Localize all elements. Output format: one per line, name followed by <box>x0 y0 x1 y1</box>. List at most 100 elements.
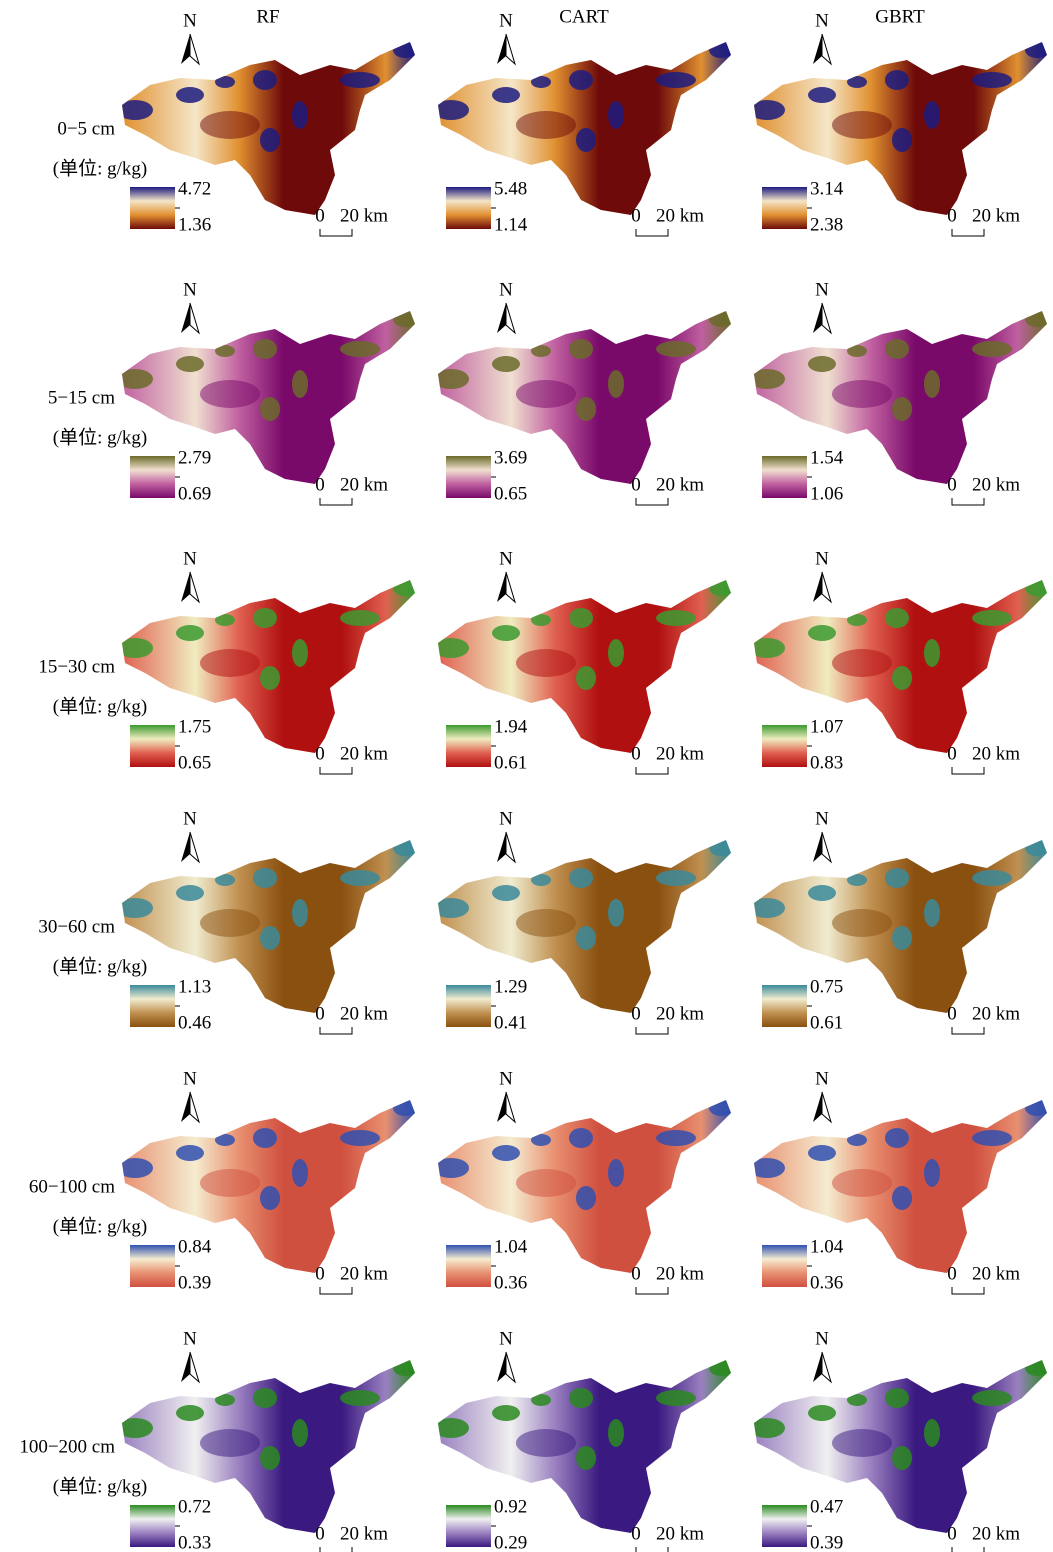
map-patch <box>892 397 912 421</box>
map-patch <box>340 870 380 886</box>
north-arrow <box>497 832 506 862</box>
scale-end: 20 km <box>656 1523 704 1544</box>
map-patch <box>292 370 308 398</box>
north-arrow <box>822 832 831 862</box>
scale-start: 0 <box>631 474 641 495</box>
map-patch <box>847 76 867 88</box>
legend-max: 0.47 <box>810 1496 843 1517</box>
legend-max: 0.84 <box>178 1236 212 1257</box>
legend-max: 1.13 <box>178 976 211 997</box>
north-arrow <box>181 832 190 862</box>
map-patch <box>117 1158 153 1178</box>
scale-end: 20 km <box>656 743 704 764</box>
legend-max: 1.54 <box>810 447 844 468</box>
scale-bar <box>952 229 984 236</box>
unit-label: (单位: g/kg) <box>53 1215 147 1237</box>
map-patch <box>972 870 1012 886</box>
map-patch <box>200 649 260 677</box>
north-arrow <box>822 34 831 64</box>
scale-bar <box>952 1027 984 1034</box>
map-patch <box>569 868 593 888</box>
scale-bar <box>952 498 984 505</box>
north-arrow <box>813 34 822 64</box>
map-patch <box>972 1130 1012 1146</box>
north-arrow <box>822 1352 831 1382</box>
scale-bar <box>636 229 668 236</box>
scale-end: 20 km <box>972 1523 1020 1544</box>
map-patch <box>749 638 785 658</box>
map-patch <box>260 666 280 690</box>
map-patch <box>516 111 576 139</box>
map-patch <box>292 899 308 927</box>
map-patch <box>340 1390 380 1406</box>
column-header: RF <box>256 6 279 27</box>
scale-start: 0 <box>947 205 957 226</box>
map-patch <box>117 369 153 389</box>
legend-max: 5.48 <box>494 178 527 199</box>
map-patch <box>847 874 867 886</box>
legend-ramp <box>762 456 807 498</box>
scale-bar <box>952 767 984 774</box>
legend-max: 2.79 <box>178 447 211 468</box>
map-patch <box>253 1388 277 1408</box>
map-patch <box>656 870 696 886</box>
legend-ramp <box>762 1505 807 1547</box>
map-patch <box>117 100 153 120</box>
north-arrow <box>497 1352 506 1382</box>
legend-ramp <box>130 187 175 229</box>
map-patch <box>847 345 867 357</box>
depth-label: 5−15 cm <box>48 387 115 408</box>
map-patch <box>492 356 520 372</box>
map-patch <box>215 614 235 626</box>
legend-min: 0.83 <box>810 752 843 773</box>
legend-max: 1.75 <box>178 716 211 737</box>
scale-start: 0 <box>315 474 325 495</box>
scale-end: 20 km <box>972 743 1020 764</box>
scale-start: 0 <box>631 205 641 226</box>
map-patch <box>176 885 204 901</box>
map-patch <box>393 1360 417 1376</box>
map-patch <box>215 76 235 88</box>
map-patch <box>176 1405 204 1421</box>
scale-start: 0 <box>315 743 325 764</box>
legend-min: 0.69 <box>178 483 211 504</box>
legend-ramp <box>446 725 491 767</box>
scale-start: 0 <box>315 1003 325 1024</box>
north-arrow <box>190 303 199 333</box>
map-patch <box>1025 1360 1049 1376</box>
north-arrow <box>181 303 190 333</box>
map-patch <box>576 1446 596 1470</box>
legend-ramp <box>762 725 807 767</box>
north-arrow <box>822 303 831 333</box>
north-label: N <box>183 1068 197 1089</box>
north-label: N <box>183 10 197 31</box>
scale-bar <box>952 1287 984 1294</box>
north-arrow <box>813 1352 822 1382</box>
scale-end: 20 km <box>340 1003 388 1024</box>
map-patch <box>340 1130 380 1146</box>
unit-label: (单位: g/kg) <box>53 695 147 717</box>
map-patch <box>176 356 204 372</box>
scale-end: 20 km <box>656 474 704 495</box>
north-arrow <box>497 34 506 64</box>
north-label: N <box>499 1328 513 1349</box>
map-patch <box>832 380 892 408</box>
map-patch <box>924 370 940 398</box>
north-arrow <box>813 1092 822 1122</box>
map-patch <box>253 339 277 359</box>
map-patch <box>924 1419 940 1447</box>
scale-end: 20 km <box>340 1263 388 1284</box>
scale-start: 0 <box>947 1003 957 1024</box>
map-patch <box>1025 311 1049 327</box>
map-patch <box>531 1394 551 1406</box>
unit-label: (单位: g/kg) <box>53 955 147 977</box>
map-patch <box>656 610 696 626</box>
map-patch <box>492 1405 520 1421</box>
depth-label: 30−60 cm <box>38 916 115 937</box>
map-patch <box>117 1418 153 1438</box>
map-patch <box>832 1169 892 1197</box>
